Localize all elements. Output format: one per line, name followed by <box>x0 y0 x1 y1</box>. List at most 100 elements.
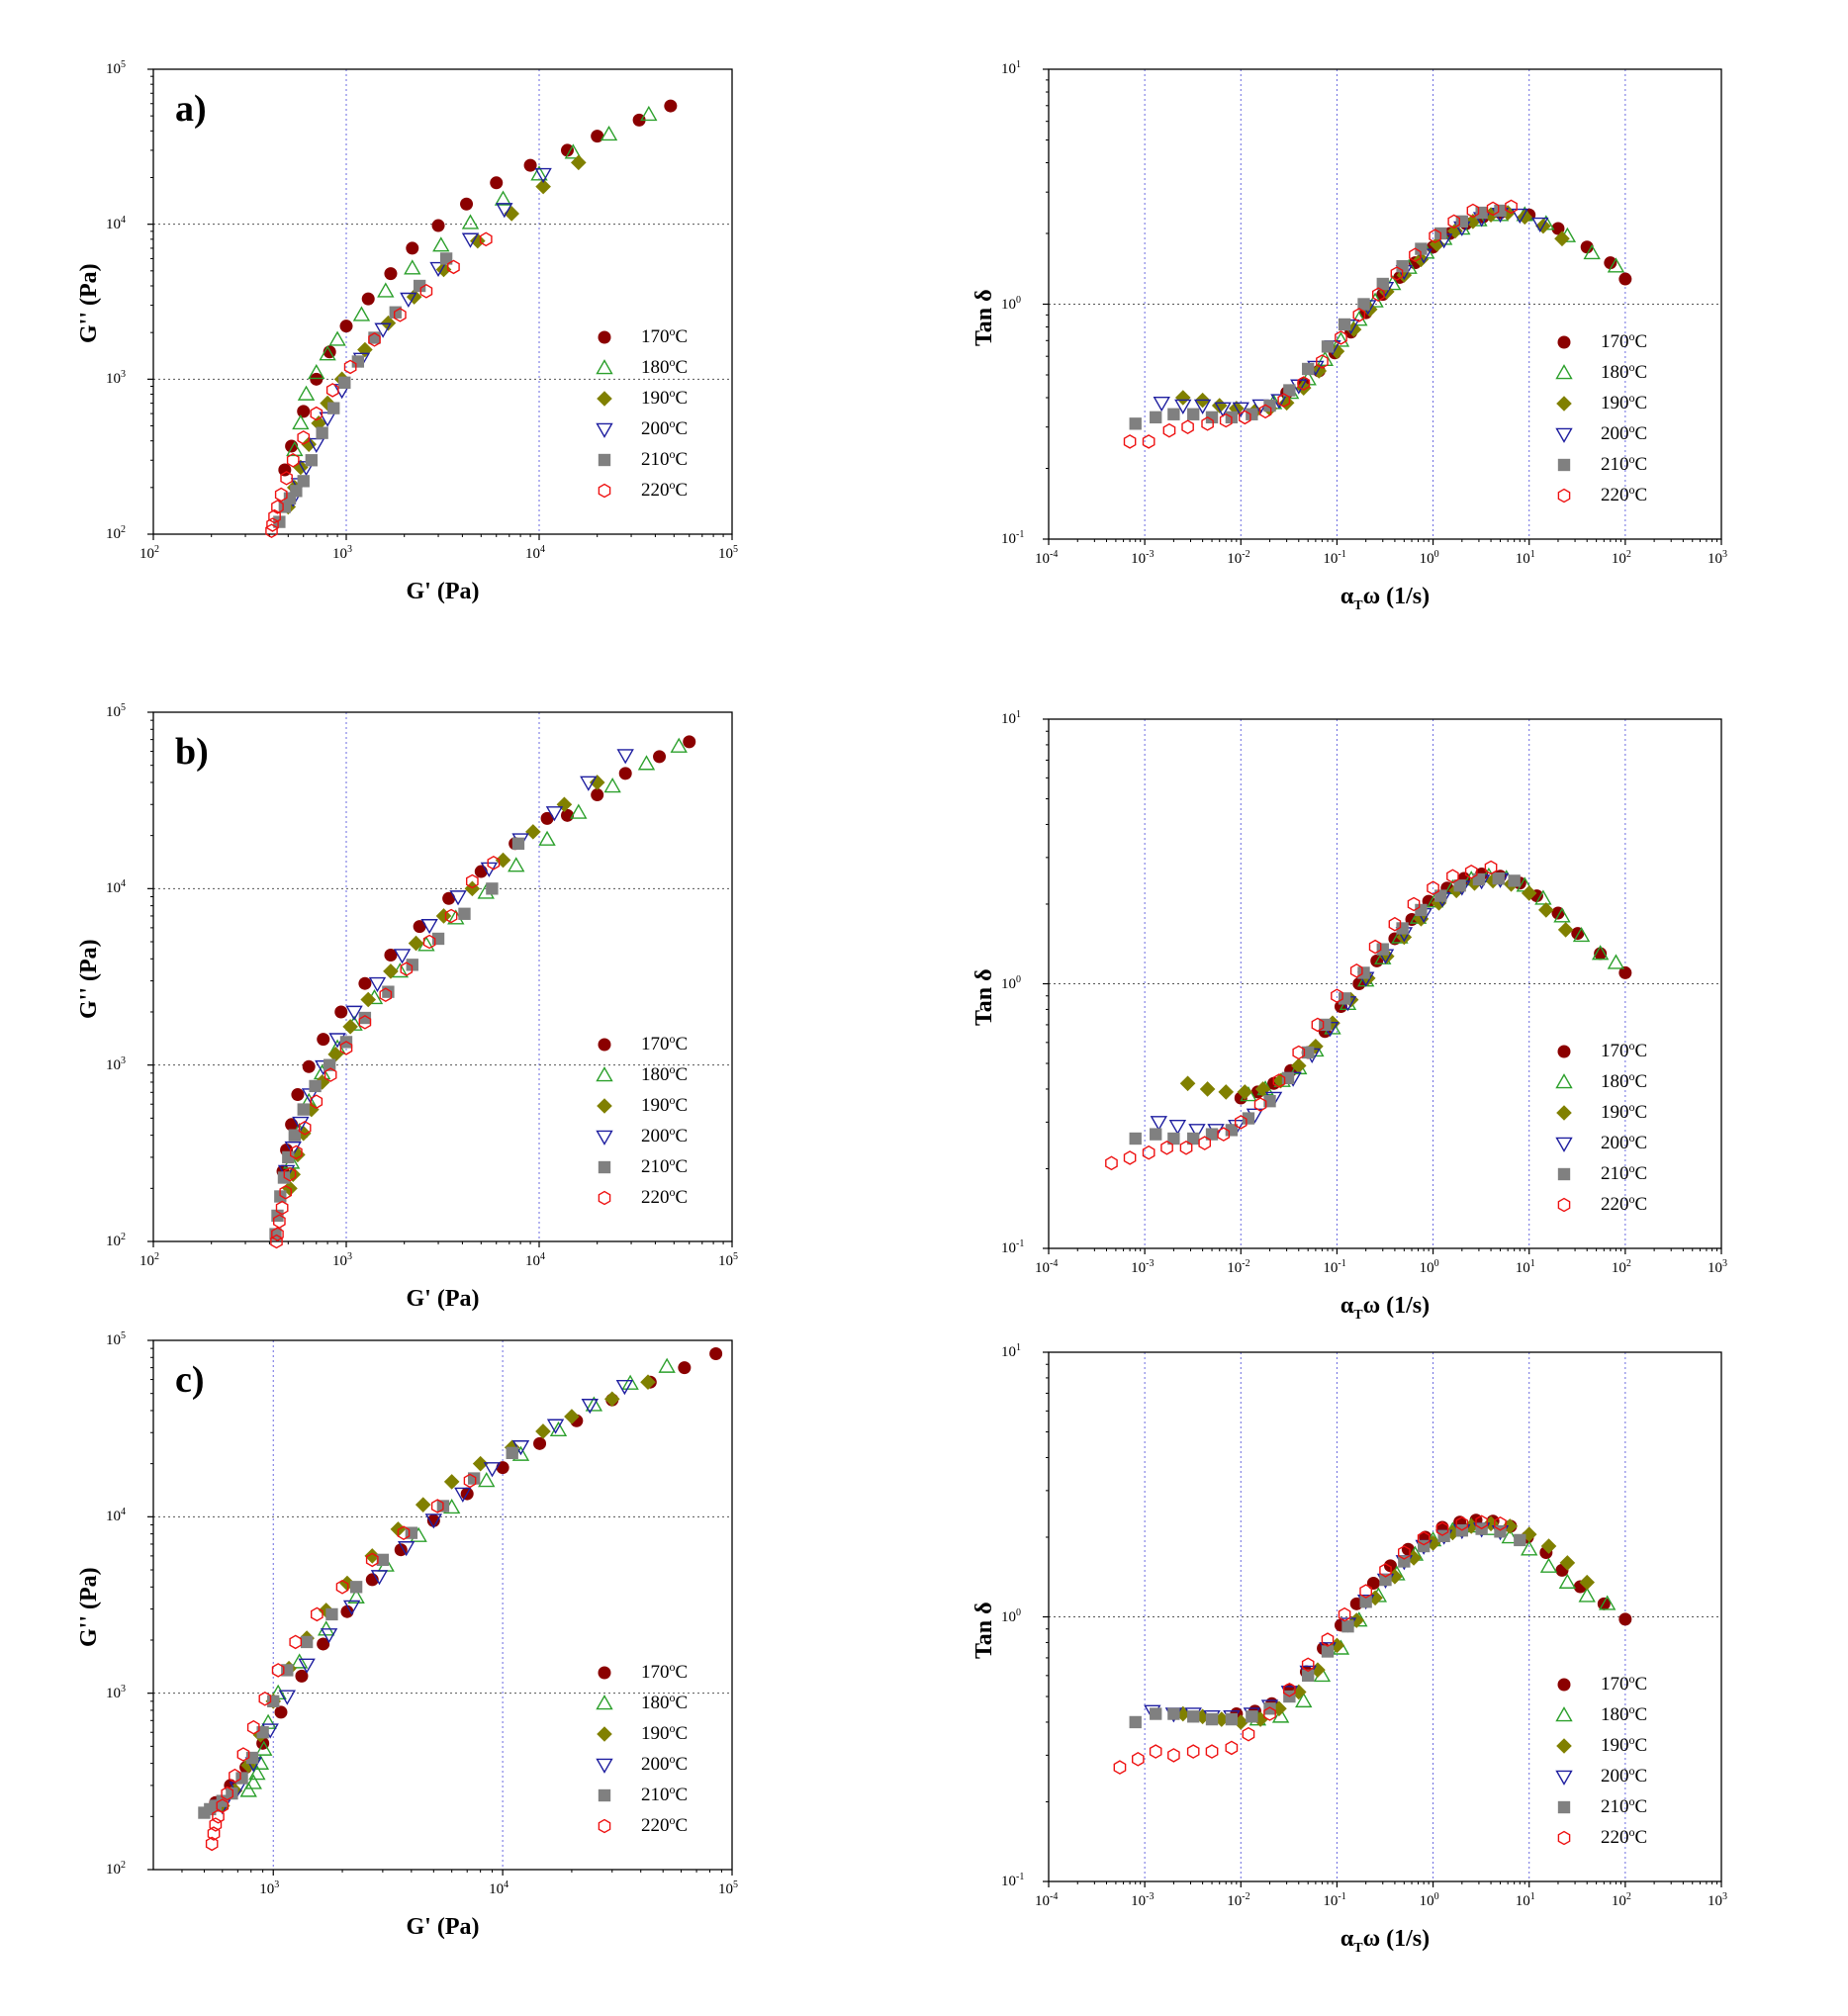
data-point <box>1357 966 1370 979</box>
data-point <box>1232 402 1249 417</box>
legend-label: 170oC <box>641 1660 689 1683</box>
y-tick-label: 100 <box>1001 294 1021 313</box>
y-tick-label: 105 <box>106 59 126 77</box>
y-tick-label: 103 <box>106 1054 126 1073</box>
legend-marker <box>1556 1738 1572 1754</box>
legend-marker <box>597 1098 612 1114</box>
data-point <box>1290 1057 1307 1074</box>
data-point <box>494 190 512 206</box>
data-point <box>301 436 318 452</box>
data-point <box>1572 926 1591 943</box>
data-point <box>658 1357 676 1373</box>
data-point <box>297 475 310 488</box>
y-tick-label: 10-1 <box>1001 1238 1025 1256</box>
data-point <box>1338 992 1351 1005</box>
data-point <box>429 261 447 278</box>
data-point <box>1263 1095 1276 1108</box>
legend-label: 200oC <box>1601 1131 1648 1153</box>
data-point <box>325 1607 338 1621</box>
data-point <box>1508 874 1521 887</box>
y-tick-label: 104 <box>106 878 126 897</box>
x-tick-label: 104 <box>489 1879 509 1897</box>
data-point <box>1263 1702 1276 1715</box>
legend-marker-shape <box>598 1038 611 1052</box>
data-point <box>1193 399 1212 414</box>
x-tick-label: 10-3 <box>1131 1258 1155 1276</box>
panel-b-vangurp: 102 103 104 105 102 103 104 105 b) G' (Pa) G'' (Pa… <box>0 0 920 1326</box>
data-point <box>1129 417 1142 430</box>
data-point <box>347 1588 365 1604</box>
data-point <box>486 882 499 895</box>
data-point <box>1517 209 1533 226</box>
legend-marker <box>1556 1105 1572 1121</box>
legend-label: 180oC <box>641 1691 689 1713</box>
legend-marker <box>1557 1197 1571 1213</box>
data-point <box>1142 434 1155 449</box>
data-point <box>1187 408 1200 420</box>
data-point <box>394 307 407 322</box>
data-point <box>394 1543 408 1557</box>
data-point <box>442 891 456 905</box>
data-point <box>280 470 293 486</box>
data-point <box>449 890 467 906</box>
legend-marker-shape <box>1555 1073 1573 1089</box>
data-point <box>338 376 351 389</box>
data-point <box>334 1005 348 1019</box>
y-tick-label: 102 <box>106 1232 126 1249</box>
y-tick-label: 103 <box>106 369 126 388</box>
data-point <box>273 1214 286 1230</box>
legend-label: 180oC <box>1601 1702 1648 1725</box>
x-tick-label: 104 <box>525 1251 545 1269</box>
data-point <box>1205 1712 1219 1726</box>
data-point <box>1129 1132 1142 1145</box>
data-point <box>1162 422 1176 438</box>
data-point <box>419 283 433 299</box>
data-point <box>1376 943 1389 956</box>
data-point <box>1258 404 1272 419</box>
data-point <box>603 778 621 793</box>
data-point <box>1599 1595 1617 1610</box>
data-point <box>454 1487 472 1503</box>
x-tick-label: 105 <box>718 544 738 562</box>
legend-marker-shape <box>1555 427 1573 443</box>
x-tick-label: 101 <box>1515 1891 1535 1909</box>
plot-frame <box>152 711 733 1242</box>
data-point <box>365 1552 379 1568</box>
data-point <box>1123 1150 1137 1165</box>
legend-marker-shape <box>597 1726 612 1742</box>
data-point <box>533 1436 547 1450</box>
data-point <box>1583 243 1601 260</box>
legend-marker <box>598 483 611 499</box>
legend-marker <box>1555 1137 1573 1152</box>
data-point <box>300 1635 314 1649</box>
data-point <box>591 788 604 802</box>
legend-marker <box>598 330 611 344</box>
data-point <box>589 775 605 790</box>
data-point <box>1558 1573 1577 1589</box>
data-point <box>1237 1084 1253 1100</box>
data-point <box>1332 331 1350 347</box>
data-point <box>1246 408 1258 420</box>
data-point <box>364 1548 381 1564</box>
data-point <box>1604 256 1617 270</box>
data-point <box>616 749 634 765</box>
legend-marker <box>596 1758 613 1774</box>
data-point <box>1113 1760 1127 1775</box>
data-point <box>670 737 688 753</box>
data-point <box>1349 962 1363 978</box>
data-point <box>571 154 587 171</box>
data-point <box>1174 390 1191 406</box>
data-point <box>1511 208 1528 225</box>
data-point <box>640 1374 656 1390</box>
data-point <box>310 372 323 386</box>
x-tick-label: 100 <box>1419 549 1439 567</box>
data-point <box>1225 1740 1239 1756</box>
data-point <box>1366 1576 1380 1590</box>
data-point <box>1292 1045 1306 1060</box>
data-point <box>420 919 438 935</box>
data-point <box>1168 1120 1187 1136</box>
y-tick-label: 101 <box>1001 59 1021 77</box>
series-200 <box>1144 1522 1510 1726</box>
data-point <box>1521 1540 1538 1556</box>
data-point <box>1187 1132 1200 1145</box>
